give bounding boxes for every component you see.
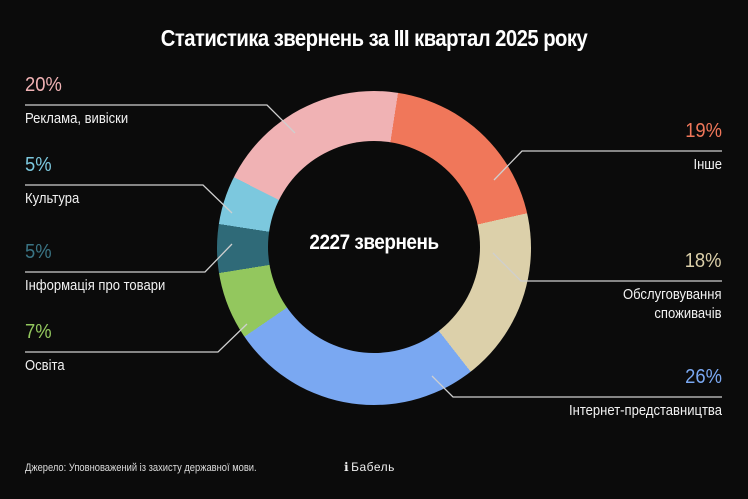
total-label: 2227 звернень: [309, 231, 439, 254]
name-kultura: Культура: [25, 191, 80, 207]
babel-logo-text: Бабель: [351, 460, 395, 474]
name-osvita: Освіта: [25, 358, 65, 374]
donut-hole: [268, 141, 480, 353]
pct-kultura: 5%: [25, 154, 52, 176]
leader-line-internet: [431, 375, 722, 398]
leader-line-osvita: [25, 323, 248, 353]
name-reklama: Реклама, вивіски: [25, 111, 129, 127]
leader-line-reklama: [25, 104, 296, 134]
label-osvita: 7% Освіта: [25, 321, 69, 376]
name-obslug-2: споживачів: [654, 306, 722, 322]
leader-line-info: [25, 243, 233, 273]
name-internet: Інтернет-представництва: [569, 403, 722, 419]
label-obslug: 18% Обслуговування споживачів: [612, 250, 722, 324]
label-inshe: 19% Інше: [682, 120, 722, 175]
babel-logo-icon: ℹ: [344, 460, 350, 474]
name-obslug-1: Обслуговування: [623, 287, 722, 303]
leader-line-obslug: [492, 252, 722, 282]
pct-info: 5%: [25, 241, 52, 263]
label-kultura: 5% Культура: [25, 154, 85, 209]
label-internet: 26% Інтернет-представництва: [552, 366, 722, 421]
leader-line-inshe: [493, 150, 722, 181]
pct-obslug: 18%: [685, 250, 722, 272]
pct-internet: 26%: [685, 366, 722, 388]
label-info: 5% Інформація про товари: [25, 241, 181, 296]
leader-line-kultura: [25, 184, 233, 214]
pct-osvita: 7%: [25, 321, 52, 343]
name-info: Інформація про товари: [25, 278, 166, 294]
babel-logo: ℹ Бабель: [344, 460, 395, 474]
chart-title: Статистика звернень за III квартал 2025 …: [160, 25, 588, 51]
pct-reklama: 20%: [25, 74, 62, 96]
label-reklama: 20% Реклама, вивіски: [25, 74, 140, 129]
pct-inshe: 19%: [685, 120, 722, 142]
name-inshe: Інше: [693, 157, 722, 173]
source-note: Джерело: Уповноважений із захисту держав…: [25, 462, 257, 474]
